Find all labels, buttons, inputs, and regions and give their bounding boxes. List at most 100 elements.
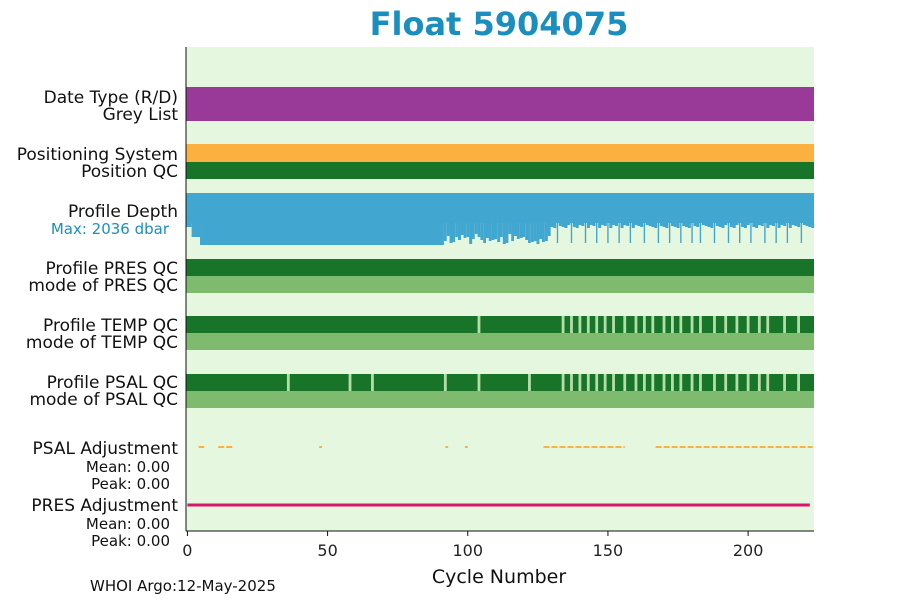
x-tick-label: 150 — [593, 541, 624, 560]
profile-depth-cycle-bar — [769, 223, 773, 225]
profile-depth-cycle-bar — [741, 223, 745, 227]
profile-depth-cycle-bar — [626, 223, 630, 226]
profile-depth-cycle-bar — [519, 223, 523, 238]
date-type-label: Date Type (R/D) — [44, 88, 178, 108]
psal-qc-flag-mark — [528, 374, 531, 391]
profile-depth-cycle-bar — [739, 223, 741, 243]
psal-qc-flag-mark — [651, 374, 655, 391]
temp-qc-flag-mark — [724, 316, 728, 333]
profile-depth-cycle-bar — [701, 223, 705, 225]
profile-depth-cycle-bar — [598, 223, 602, 228]
profile-depth-cycle-bar — [805, 223, 809, 226]
temp-qc-flag-mark — [603, 316, 607, 333]
psal-qc-flag-mark — [671, 374, 674, 391]
temp-qc-flag-mark — [612, 316, 615, 333]
temp-qc-flag-mark — [713, 316, 716, 333]
profile-depth-cycle-bar — [483, 223, 486, 243]
profile-depth-cycle-bar — [718, 223, 722, 227]
profile-depth-cycle-bar — [612, 223, 616, 225]
profile-psal-qc-label: Profile PSAL QC — [47, 373, 178, 393]
psal-qc-flag-mark — [757, 374, 761, 391]
profile-depth-cycle-bar — [752, 223, 756, 227]
pres-adjustment-label: PRES Adjustment — [31, 496, 178, 516]
profile-depth-cycle-bar — [607, 223, 609, 243]
profile-depth-cycle-bar — [629, 223, 632, 243]
temp-qc-flag-mark — [623, 316, 627, 333]
psal-qc-flag-mark — [634, 374, 638, 391]
temp-qc-flag-mark — [651, 316, 655, 333]
profile-depth-cycle-bar — [775, 223, 777, 243]
mode-pres-qc-bar — [186, 276, 814, 293]
profile-depth-cycle-bar — [715, 223, 719, 226]
temp-qc-flag-mark — [662, 316, 666, 333]
profile-depth-cycle-bar — [685, 223, 689, 227]
psal-qc-flag-mark — [735, 374, 739, 391]
profile-depth-cycle-bar — [696, 223, 700, 227]
profile-depth-cycle-bar — [735, 223, 739, 225]
profile-depth-cycle-bar — [581, 223, 585, 226]
temp-qc-flag-mark — [642, 316, 646, 333]
profile-depth-cycle-bar — [491, 223, 495, 240]
profile-depth-cycle-bar — [743, 223, 747, 228]
psal-qc-flag-mark — [443, 374, 447, 391]
max-depth-label: Max: 2036 dbar — [51, 220, 170, 238]
profile-depth-cycle-bar — [542, 223, 545, 242]
psal-qc-flag-mark — [595, 374, 599, 391]
profile-depth-cycle-bar — [547, 223, 551, 236]
x-tick-label: 50 — [317, 541, 337, 560]
temp-qc-flag-mark — [671, 316, 674, 333]
profile-depth-cycle-bar — [474, 223, 478, 234]
profile-pres-qc-bar — [186, 259, 814, 276]
profile-depth-cycle-bar — [811, 223, 815, 228]
profile-depth-cycle-bar — [511, 223, 515, 241]
pres-adjustment-peak: Peak: 0.00 — [91, 532, 170, 550]
profile-temp-qc-label: Profile TEMP QC — [43, 316, 178, 336]
profile-depth-cycle-bar — [603, 223, 607, 226]
psal-qc-flag-mark — [797, 374, 800, 391]
x-tick-label: 0 — [182, 541, 192, 560]
profile-depth-cycle-bar — [589, 223, 593, 225]
profile-depth-cycle-bar — [449, 223, 453, 243]
profile-depth-cycle-bar — [760, 223, 764, 226]
profile-depth-cycle-bar — [455, 223, 458, 237]
psal-adjustment-label: PSAL Adjustment — [33, 439, 179, 459]
profile-depth-cycle-bar — [631, 223, 635, 228]
psal-qc-flag-mark — [746, 374, 750, 391]
temp-qc-flag-mark — [783, 316, 786, 333]
profile-depth-cycle-bar — [525, 223, 529, 240]
profile-depth-cycle-bar — [544, 223, 548, 241]
profile-depth-cycle-bar — [704, 223, 708, 226]
psal-qc-flag-mark — [766, 374, 770, 391]
profile-depth-cycle-bar — [750, 223, 752, 243]
profile-depth-cycle-bar — [533, 223, 537, 241]
profile-depth-cycle-bar — [668, 223, 671, 243]
profile-depth-cycle-bar — [777, 223, 781, 228]
profile-depth-cycle-bar — [800, 223, 803, 243]
position-qc-bar — [186, 162, 814, 179]
temp-qc-flag-mark — [570, 316, 573, 333]
profile-depth-cycle-bar — [485, 223, 489, 238]
profile-psal-qc-bar — [186, 374, 814, 391]
temp-qc-flag-mark — [679, 316, 683, 333]
profile-depth-cycle-bar — [558, 223, 562, 226]
profile-depth-cycle-bar — [446, 223, 450, 236]
profile-depth-cycle-bar — [766, 223, 770, 228]
profile-depth-cycle-bar — [788, 223, 792, 228]
profile-depth-cycle-bar — [618, 223, 620, 243]
psal-qc-flag-mark — [713, 374, 716, 391]
profile-depth-cycle-bar — [640, 223, 644, 227]
temp-qc-flag-mark — [766, 316, 770, 333]
psal-qc-flag-mark — [570, 374, 573, 391]
profile-depth-cycle-bar — [665, 223, 669, 228]
profile-depth-cycle-bar — [536, 223, 540, 244]
profile-depth-cycle-bar — [572, 223, 576, 227]
profile-depth-cycle-bar — [808, 223, 812, 227]
profile-depth-cycle-bar — [516, 223, 520, 239]
psal-qc-flag-mark — [699, 374, 702, 391]
profile-depth-cycle-bar — [710, 223, 714, 228]
profile-depth-cycle-bar — [620, 223, 624, 228]
temp-qc-flag-mark — [699, 316, 702, 333]
profile-depth-cycle-bar — [567, 223, 571, 225]
temp-qc-flag-mark — [690, 316, 694, 333]
psal-qc-flag-mark — [612, 374, 615, 391]
